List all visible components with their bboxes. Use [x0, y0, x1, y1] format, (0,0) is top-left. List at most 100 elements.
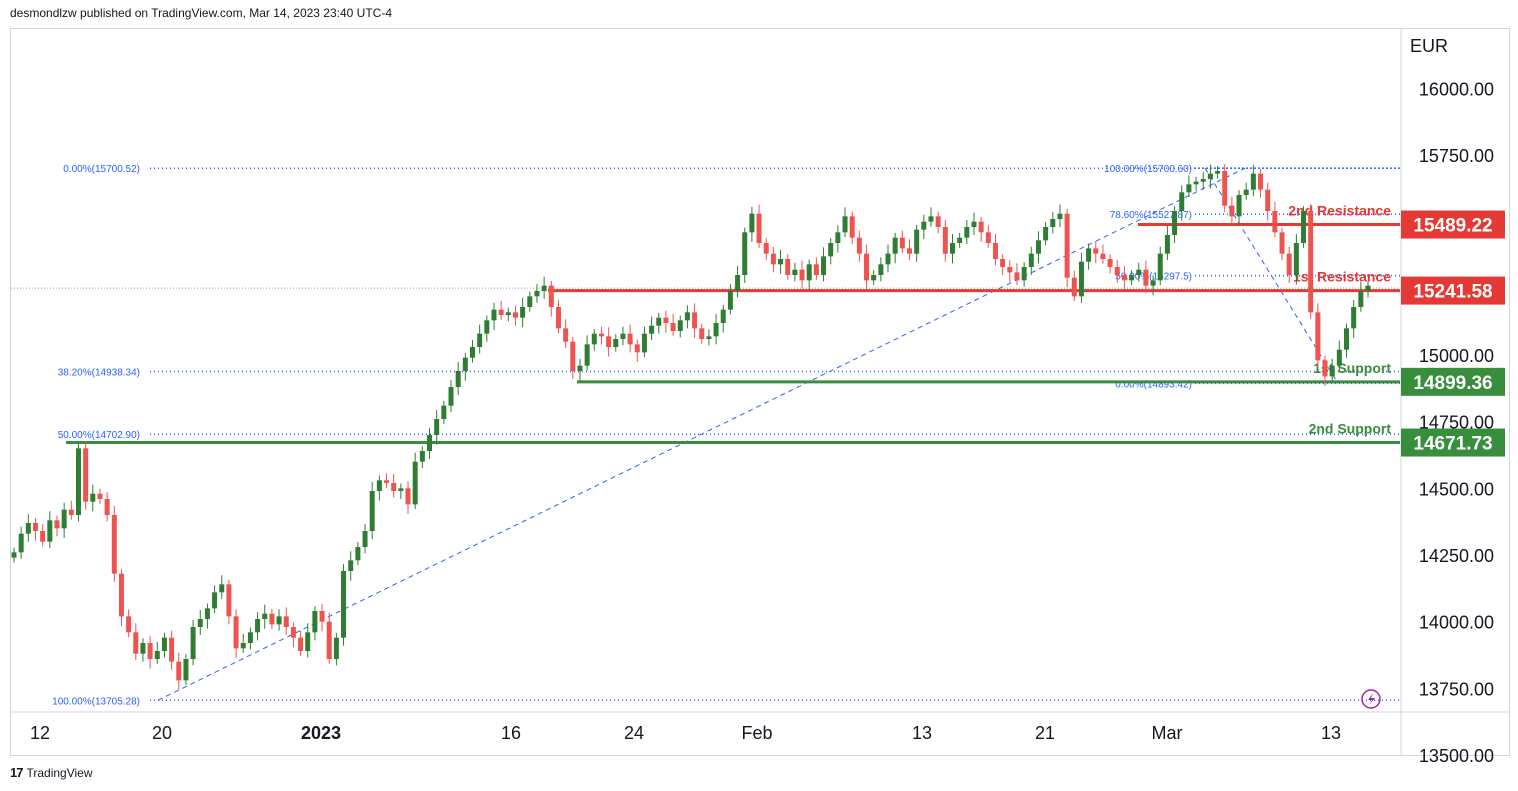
candle: [398, 483, 404, 499]
candle: [785, 254, 791, 280]
candle-body: [97, 493, 103, 499]
candle: [319, 604, 325, 632]
candle-body: [419, 451, 425, 462]
candle-body: [835, 232, 841, 243]
candle: [627, 324, 633, 353]
candle: [663, 310, 669, 333]
candle: [577, 358, 583, 381]
candle-body: [1007, 267, 1013, 273]
candle: [1043, 222, 1049, 246]
candle-body: [1272, 211, 1278, 233]
candle-body: [1172, 211, 1178, 235]
candle: [842, 207, 848, 238]
candle: [1114, 260, 1120, 283]
fib-label-left: 100.00%(13705.28): [52, 696, 140, 707]
price-tag-bg: [1401, 367, 1505, 396]
candle-body: [1222, 171, 1228, 206]
candle: [684, 305, 690, 329]
candle-body: [548, 285, 554, 307]
candle-body: [247, 632, 253, 643]
candle-body: [1258, 173, 1264, 190]
candle-body: [290, 627, 296, 638]
price-tags-layer: 15489.22 15241.58 14899.36 14671.73: [1401, 210, 1505, 457]
candle: [491, 302, 497, 330]
candle-body: [190, 627, 196, 659]
candle-body: [491, 309, 497, 321]
x-tick-label: 2023: [301, 723, 341, 743]
candle: [154, 641, 160, 664]
candle-body: [1351, 307, 1357, 329]
candle: [799, 260, 805, 289]
candle: [68, 500, 74, 520]
candle: [462, 352, 468, 381]
candle-body: [620, 333, 626, 339]
candle-body: [749, 213, 755, 233]
candle: [32, 518, 38, 541]
y-tick-label: 16000.00: [1419, 79, 1494, 99]
candle: [856, 230, 862, 262]
candle: [341, 564, 347, 646]
currency-label: EUR: [1410, 36, 1448, 56]
footer-brand[interactable]: TradingView: [26, 765, 93, 780]
candle-body: [355, 547, 361, 561]
candle: [634, 339, 640, 362]
candle-body: [598, 333, 604, 337]
candle: [1035, 231, 1041, 264]
candle: [921, 214, 927, 240]
candle: [212, 585, 218, 614]
candle-body: [634, 344, 640, 353]
candle: [1100, 244, 1106, 264]
candle-body: [864, 253, 870, 281]
candle-body: [212, 592, 218, 609]
y-tick-label: 15000.00: [1419, 346, 1494, 366]
candle-body: [1028, 253, 1034, 267]
tradingview-logo-icon[interactable]: 17: [10, 765, 24, 780]
candle: [677, 315, 683, 338]
candle-body: [233, 616, 239, 649]
candle-body: [505, 312, 511, 315]
flash-icon[interactable]: [1361, 689, 1381, 709]
candle-body: [785, 259, 791, 275]
candle-body: [462, 357, 468, 371]
candle-body: [240, 643, 246, 649]
candle: [1050, 212, 1056, 234]
candle: [333, 632, 339, 666]
candle-body: [512, 312, 518, 318]
candle: [1265, 182, 1271, 221]
candle-body: [1071, 277, 1077, 297]
candle: [964, 220, 970, 245]
candle: [1351, 300, 1357, 338]
candle-body: [520, 307, 526, 318]
candle: [1007, 260, 1013, 282]
candle-body: [541, 285, 547, 291]
candle-body: [362, 531, 368, 547]
candle-body: [1114, 267, 1120, 275]
x-tick-label: 13: [1321, 723, 1341, 743]
candle: [813, 257, 819, 280]
candle: [1157, 246, 1163, 286]
candle: [1064, 208, 1070, 288]
candle: [878, 257, 884, 282]
x-tick-label: 12: [30, 723, 50, 743]
candle-body: [1014, 272, 1020, 281]
candle-body: [577, 365, 583, 371]
candle: [427, 428, 433, 459]
candle-body: [219, 584, 225, 593]
candle: [942, 220, 948, 262]
candle: [1308, 204, 1314, 319]
candle-body: [1050, 219, 1056, 227]
candle: [104, 492, 110, 522]
candle: [849, 211, 855, 245]
candle: [47, 511, 53, 549]
candle-body: [570, 341, 576, 371]
candle-body: [985, 232, 991, 243]
candle: [290, 622, 296, 648]
candle-body: [856, 237, 862, 254]
candle: [376, 475, 382, 501]
candle: [369, 481, 375, 539]
x-tick-label: 13: [912, 723, 932, 743]
candles-layer: [11, 164, 1371, 690]
candle: [276, 609, 282, 631]
